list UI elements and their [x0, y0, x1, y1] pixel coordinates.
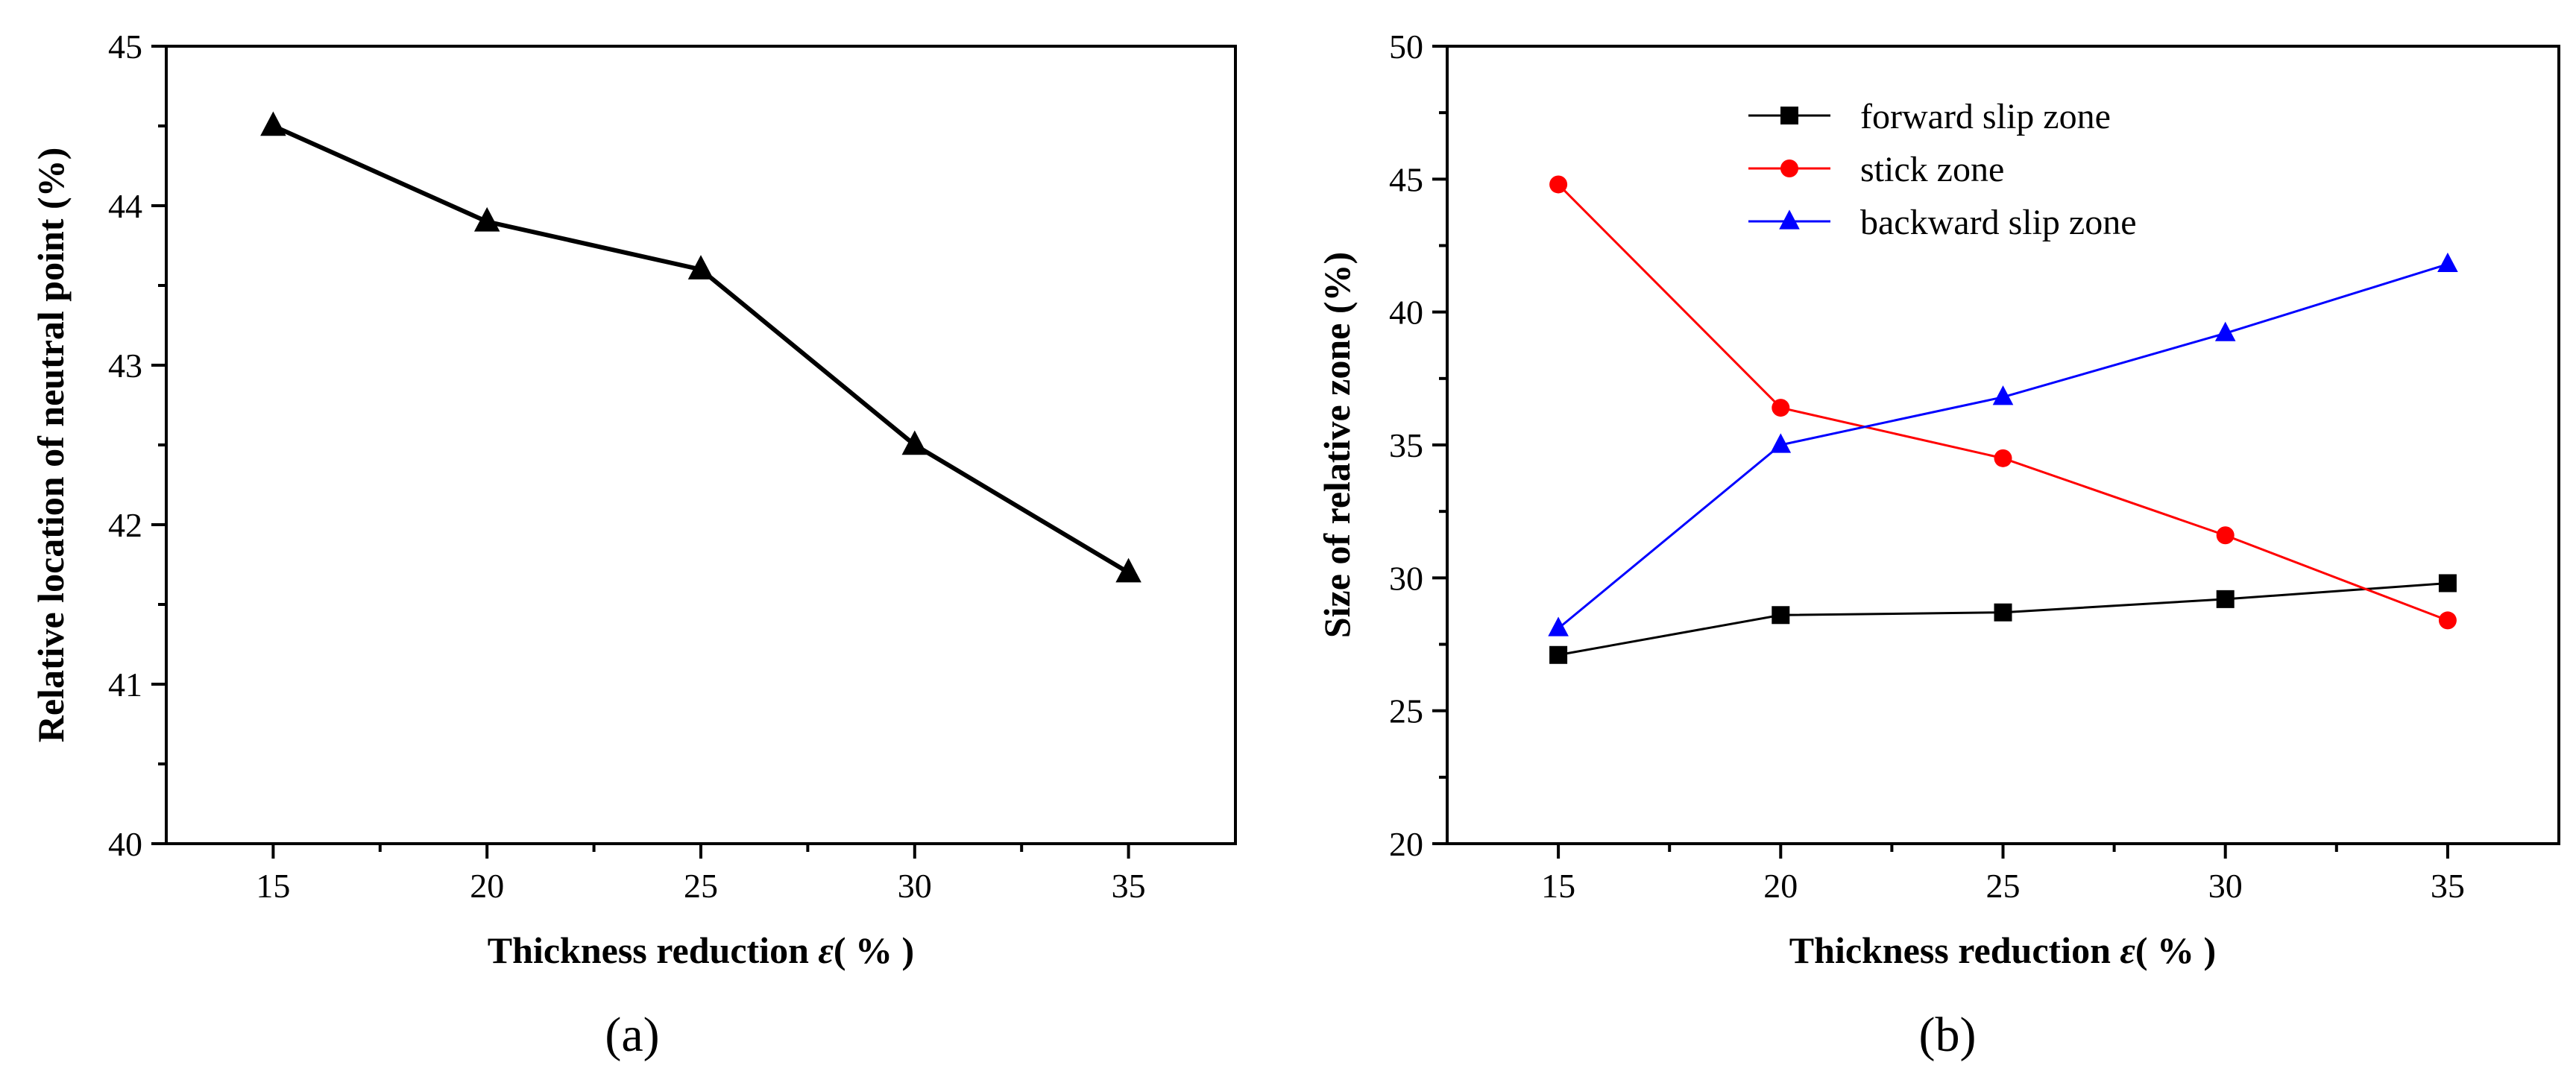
chart-a-x-axis-title: Thickness reduction ε( % )	[488, 929, 914, 971]
chart-b-series-0-point	[2438, 574, 2457, 593]
chart-a-series-0-line	[272, 124, 1130, 575]
chart-b-series-2-point	[2214, 321, 2236, 341]
chart-b-legend-marker	[1779, 209, 1800, 230]
chart-a-x-tick-label: 20	[470, 867, 504, 905]
chart-a-series-0-point	[1115, 557, 1141, 583]
chart-a-y-ticks: 40 41 42 43 44 45	[108, 28, 166, 863]
chart-b-series-0-point	[1994, 603, 2012, 622]
chart-a-y-tick-label: 40	[108, 825, 142, 863]
chart-b-series-2-point	[1770, 433, 1792, 453]
chart-b-series	[1548, 175, 2458, 664]
chart-b-y-tick-label: 25	[1389, 692, 1423, 730]
chart-a-x-tick-label: 25	[684, 867, 718, 905]
chart-b-y-ticks: 20 25 30 35 40 45 50	[1389, 28, 1447, 863]
chart-b-series-0-point	[1772, 606, 1790, 625]
chart-b-series-1-point	[1994, 449, 2012, 467]
chart-a-y-tick-label: 42	[108, 506, 142, 544]
chart-a-series-0-point	[260, 111, 286, 136]
chart-a-x-ticks: 15 20 25 30 35	[256, 844, 1146, 905]
chart-b-x-tick-label: 15	[1541, 867, 1575, 905]
chart-b-x-axis-title: Thickness reduction ε( % )	[1789, 929, 2216, 971]
chart-a-y-tick-label: 41	[108, 666, 142, 704]
chart-b-series-2-point	[2437, 252, 2458, 273]
chart-a-x-tick-label: 30	[898, 867, 932, 905]
chart-a: 40 41 42 43 44 45 15 20 25 30 35 Relative locatio…	[30, 28, 1237, 1062]
chart-b-y-tick-label: 40	[1389, 294, 1423, 332]
chart-b-x-tick-label: 35	[2431, 867, 2465, 905]
chart-b-series-2-point	[1992, 385, 2014, 405]
chart-b-legend-marker	[1780, 107, 1798, 124]
chart-b-x-tick-label: 25	[1986, 867, 2021, 905]
chart-b-legend-marker	[1780, 159, 1798, 177]
chart-b-series-1-point	[2438, 611, 2457, 630]
chart-b-x-tick-label: 20	[1763, 867, 1798, 905]
chart-a-frame	[165, 45, 1237, 845]
chart-a-y-tick-label: 43	[108, 347, 142, 385]
chart-b-y-tick-label: 45	[1389, 160, 1423, 198]
chart-b-x-ticks: 15 20 25 30 35	[1541, 844, 2465, 905]
chart-a-series-0-point	[687, 255, 714, 279]
chart-b-series-2-point	[1548, 616, 1569, 636]
chart-b-legend-label: stick zone	[1860, 150, 2004, 189]
chart-b-panel-label: (b)	[1919, 1008, 1977, 1062]
chart-b-legend-label: forward slip zone	[1860, 97, 2111, 136]
chart-b-series-0-point	[2216, 590, 2235, 608]
chart-b-y-axis-title: Size of relative zone (%)	[1316, 252, 1358, 638]
chart-b-y-tick-label: 50	[1389, 28, 1423, 66]
chart-a-x-tick-label: 35	[1112, 867, 1146, 905]
chart-b-y-tick-label: 35	[1389, 426, 1423, 464]
chart-a-series-0-point	[901, 430, 928, 455]
chart-a-x-tick-label: 15	[256, 867, 290, 905]
chart-b-y-tick-label: 30	[1389, 559, 1423, 597]
chart-a-y-tick-label: 45	[108, 28, 142, 66]
chart-b-y-tick-label: 20	[1389, 825, 1423, 863]
chart-a-panel-label: (a)	[605, 1008, 659, 1062]
chart-a-y-axis-title: Relative location of neutral point (%)	[30, 148, 72, 743]
chart-b: 20 25 30 35 40 45 50 15 20 25 30 35 forward slip z…	[1316, 28, 2560, 1062]
chart-a-y-tick-label: 44	[108, 187, 142, 225]
chart-b-series-1-point	[1549, 175, 1568, 194]
chart-b-legend-label: backward slip zone	[1860, 203, 2137, 242]
chart-b-series-1-point	[1772, 399, 1790, 417]
chart-b-legend: forward slip zone stick zone backward slip…	[1748, 97, 2137, 242]
chart-b-x-tick-label: 30	[2208, 867, 2243, 905]
chart-b-series-0-point	[1549, 645, 1568, 664]
chart-a-series	[260, 111, 1141, 583]
chart-a-series-0-point	[473, 206, 500, 232]
chart-b-series-1-point	[2216, 526, 2235, 545]
